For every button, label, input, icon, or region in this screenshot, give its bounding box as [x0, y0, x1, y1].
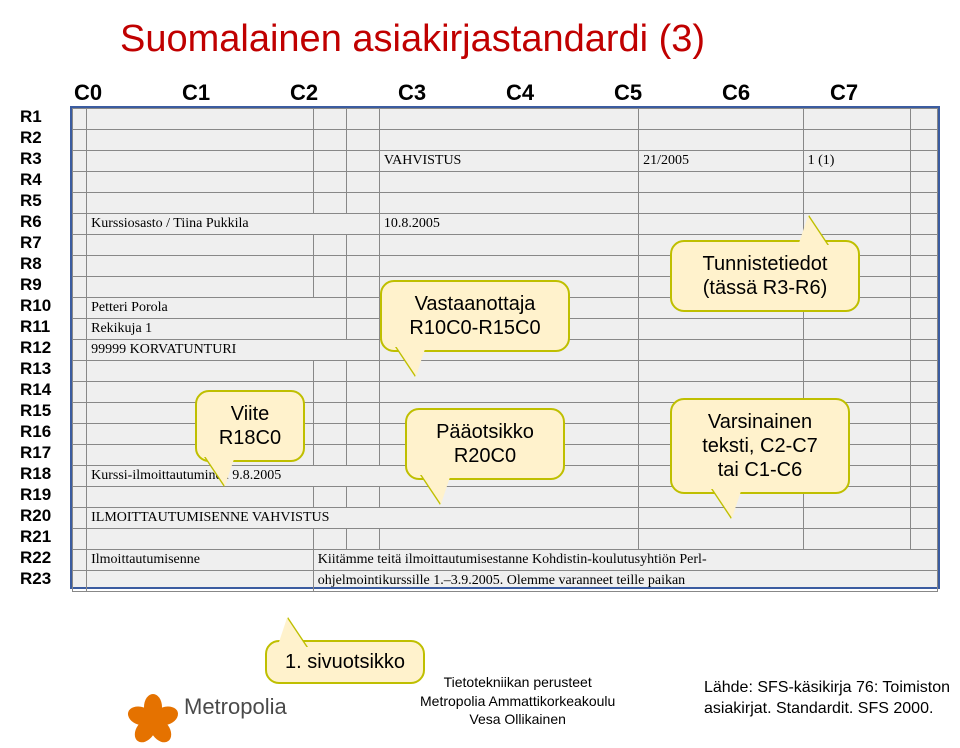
row-r13: R13 [20, 358, 70, 379]
col-c0: C0 [70, 80, 178, 106]
row-r5: R5 [20, 190, 70, 211]
row-r3: R3 [20, 148, 70, 169]
row-r20: R20 [20, 505, 70, 526]
row-r23: R23 [20, 568, 70, 589]
col-c5: C5 [610, 80, 718, 106]
cell-r3c5: 21/2005 [639, 151, 803, 172]
row-r16: R16 [20, 421, 70, 442]
footer-center: Tietotekniikan perusteet Metropolia Amma… [420, 673, 615, 728]
callout-vast-l2: R10C0-R15C0 [409, 317, 540, 339]
col-c2: C2 [286, 80, 394, 106]
callout-tunn-l1: Tunnistetiedot [703, 253, 828, 275]
logo-text: Metropolia [184, 694, 287, 720]
callout-tunnistetiedot: Tunnistetiedot (tässä R3-R6) [670, 240, 860, 312]
row-r21: R21 [20, 526, 70, 547]
row-r22: R22 [20, 547, 70, 568]
cell-r23c2: ohjelmointikurssille 1.–3.9.2005. Olemme… [313, 571, 937, 592]
callout-paa-l2: R20C0 [454, 445, 516, 467]
col-c6: C6 [718, 80, 826, 106]
col-c7: C7 [826, 80, 934, 106]
footer-source: Lähde: SFS-käsikirja 76: Toimiston asiak… [704, 678, 950, 720]
page-title: Suomalainen asiakirjastandardi (3) [120, 18, 705, 61]
cell-r3c4: VAHVISTUS [379, 151, 638, 172]
callout-vars-l3: tai C1-C6 [718, 459, 802, 481]
callout-paa-l1: Pääotsikko [436, 421, 534, 443]
callout-paaotsikko: Pääotsikko R20C0 [405, 408, 565, 480]
footer-right-l2: asiakirjat. Standardit. SFS 2000. [704, 699, 950, 720]
row-r18: R18 [20, 463, 70, 484]
row-r17: R17 [20, 442, 70, 463]
row-r11: R11 [20, 316, 70, 337]
callout-varsinainen: Varsinainen teksti, C2-C7 tai C1-C6 [670, 398, 850, 494]
row-r19: R19 [20, 484, 70, 505]
cell-r20c1: ILMOITTAUTUMISENNE VAHVISTUS [87, 508, 639, 529]
callout-viite-l1: Viite [231, 403, 270, 425]
callout-vars-l2: teksti, C2-C7 [702, 435, 818, 457]
row-r12: R12 [20, 337, 70, 358]
column-headers: C0 C1 C2 C3 C4 C5 C6 C7 [70, 80, 940, 106]
callout-vastaanottaja: Vastaanottaja R10C0-R15C0 [380, 280, 570, 352]
footer: Metropolia Tietotekniikan perusteet Metr… [0, 638, 960, 748]
row-r9: R9 [20, 274, 70, 295]
cell-r6c4: 10.8.2005 [379, 214, 638, 235]
cell-r3c6: 1 (1) [803, 151, 910, 172]
row-r10: R10 [20, 295, 70, 316]
row-r1: R1 [20, 106, 70, 127]
footer-center-l3: Vesa Ollikainen [420, 710, 615, 728]
callout-viite: Viite R18C0 [195, 390, 305, 462]
row-r2: R2 [20, 127, 70, 148]
col-c4: C4 [502, 80, 610, 106]
row-r4: R4 [20, 169, 70, 190]
cell-r22c2: Kiitämme teitä ilmoittautumisestanne Koh… [313, 550, 937, 571]
row-r7: R7 [20, 232, 70, 253]
logo-icon [130, 684, 176, 730]
callout-viite-l2: R18C0 [219, 427, 281, 449]
row-r6: R6 [20, 211, 70, 232]
cell-r11c1: Rekikuja 1 [87, 319, 347, 340]
row-r15: R15 [20, 400, 70, 421]
logo: Metropolia [130, 684, 287, 730]
row-r8: R8 [20, 253, 70, 274]
callout-tunn-l2: (tässä R3-R6) [703, 277, 827, 299]
footer-center-l1: Tietotekniikan perusteet [420, 673, 615, 691]
footer-center-l2: Metropolia Ammattikorkeakoulu [420, 692, 615, 710]
cell-r6c1: Kurssiosasto / Tiina Pukkila [87, 214, 380, 235]
callout-vast-l1: Vastaanottaja [415, 293, 536, 315]
col-c1: C1 [178, 80, 286, 106]
row-r14: R14 [20, 379, 70, 400]
row-labels: R1 R2 R3 R4 R5 R6 R7 R8 R9 R10 R11 R12 R… [20, 106, 70, 589]
callout-vars-l1: Varsinainen [708, 411, 812, 433]
cell-r10c1: Petteri Porola [87, 298, 347, 319]
footer-right-l1: Lähde: SFS-käsikirja 76: Toimiston [704, 678, 950, 699]
cell-r12c1: 99999 KORVATUNTURI [87, 340, 380, 361]
cell-r22c1: Ilmoittautumisenne [87, 550, 314, 571]
col-c3: C3 [394, 80, 502, 106]
